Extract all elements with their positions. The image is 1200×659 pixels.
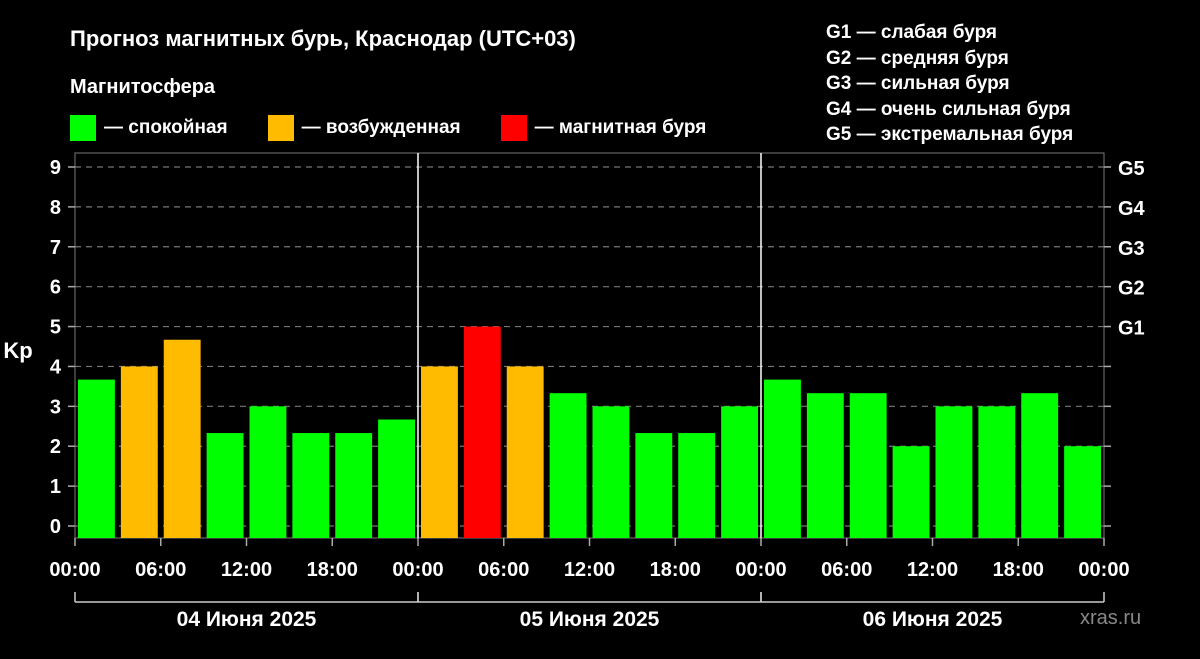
kp-bar — [849, 393, 887, 538]
g-scale-legend: G1 — слабая буря G2 — средняя буря G3 — … — [826, 20, 1073, 148]
legend-label-calm: — спокойная — [104, 117, 228, 138]
y-axis-label: Kp — [3, 338, 32, 363]
kp-bar — [163, 339, 201, 538]
kp-bar — [292, 433, 330, 538]
y-tick-label: 9 — [50, 157, 61, 179]
x-tick-label: 00:00 — [735, 559, 786, 581]
kp-bar — [635, 433, 673, 538]
g-legend-item: G5 — экстремальная буря — [826, 124, 1074, 145]
kp-bar — [506, 366, 544, 538]
kp-bar — [78, 379, 115, 538]
x-tick-label: 06:00 — [821, 559, 872, 581]
x-tick-label: 18:00 — [307, 559, 358, 581]
chart-title: Прогноз магнитных бурь, Краснодар (UTC+0… — [70, 26, 576, 51]
x-tick-label: 00:00 — [1078, 559, 1129, 581]
g-tick-label: G3 — [1118, 238, 1145, 260]
legend-item-storm: — магнитная буря — [500, 115, 707, 141]
g-tick-label: G2 — [1118, 278, 1145, 300]
g-legend-item: G3 — сильная буря — [826, 73, 1010, 94]
legend-item-active: — возбужденная — [267, 115, 461, 141]
legend-item-calm: — спокойная — [70, 115, 228, 141]
magnetosphere-label: Магнитосфера — [70, 76, 216, 98]
g-tick-label: G4 — [1118, 198, 1146, 220]
day-label: 05 Июня 2025 — [520, 608, 660, 631]
x-tick-label: 18:00 — [650, 559, 701, 581]
kp-bar — [678, 433, 716, 538]
kp-bar — [463, 326, 501, 538]
x-tick-label: 06:00 — [478, 559, 529, 581]
kp-bar — [206, 433, 244, 538]
watermark: xras.ru — [1080, 607, 1142, 629]
y-tick-label: 2 — [50, 436, 61, 458]
x-tick-label: 12:00 — [564, 559, 615, 581]
y-tick-label: 4 — [50, 356, 62, 378]
x-tick-label: 00:00 — [392, 559, 443, 581]
y-tick-label: 7 — [50, 237, 61, 259]
x-tick-label: 00:00 — [49, 559, 100, 581]
x-tick-label: 12:00 — [221, 559, 272, 581]
x-tick-label: 06:00 — [135, 559, 186, 581]
kp-bar — [1021, 393, 1059, 538]
kp-bar — [120, 366, 158, 538]
kp-bar — [592, 406, 630, 538]
legend-swatch-calm — [70, 115, 96, 141]
legend-label-storm: — магнитная буря — [534, 117, 707, 138]
kp-bar — [549, 393, 587, 538]
legend-swatch-storm — [500, 115, 527, 141]
kp-bar — [249, 406, 287, 538]
g-legend-item: G1 — слабая буря — [826, 22, 998, 43]
g-legend-item: G4 — очень сильная буря — [826, 98, 1071, 120]
y-tick-label: 3 — [50, 396, 61, 418]
kp-bar — [721, 406, 758, 538]
y-tick-label: 1 — [50, 476, 61, 498]
day-label: 04 Июня 2025 — [177, 608, 317, 631]
g-tick-label: G1 — [1118, 318, 1145, 340]
kp-bar — [335, 433, 373, 538]
g-legend-item: G2 — средняя буря — [826, 47, 1009, 69]
level-legend: — спокойная — возбужденная — магнитная б… — [70, 115, 746, 141]
day-label: 06 Июня 2025 — [863, 608, 1003, 631]
y-tick-label: 8 — [50, 197, 61, 219]
kp-bar — [1064, 446, 1101, 538]
y-tick-label: 6 — [50, 277, 61, 299]
y-tick-label: 0 — [50, 516, 61, 538]
kp-bar — [378, 419, 415, 538]
kp-bar — [806, 393, 844, 538]
legend-swatch-active — [267, 115, 294, 141]
y-tick-label: 5 — [50, 317, 61, 339]
kp-bar — [978, 406, 1016, 538]
x-tick-label: 12:00 — [907, 559, 958, 581]
legend-label-active: — возбужденная — [301, 117, 461, 138]
g-tick-label: G5 — [1118, 158, 1145, 180]
x-tick-label: 18:00 — [993, 559, 1044, 581]
kp-bar — [764, 379, 801, 538]
kp-bar — [892, 446, 930, 538]
kp-bar — [935, 406, 973, 538]
kp-bar — [421, 366, 458, 538]
